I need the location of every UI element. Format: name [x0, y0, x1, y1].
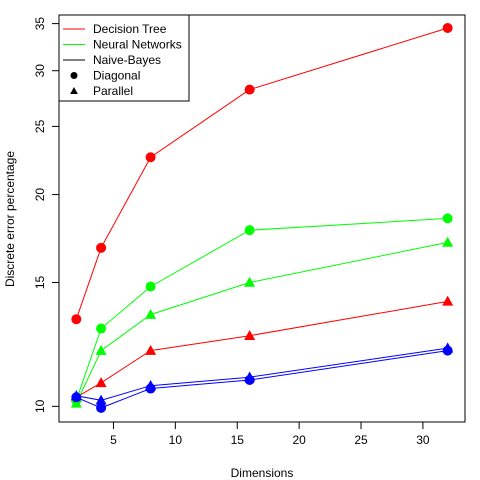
- data-point-neural-networks-parallel-8: [145, 308, 157, 319]
- data-point-neural-networks-diagonal-32: [442, 213, 453, 224]
- data-point-neural-networks-parallel-4: [95, 344, 107, 355]
- data-point-decision-tree-diagonal-16: [244, 84, 255, 95]
- data-point-neural-networks-parallel-32: [442, 236, 454, 247]
- x-tick-label-20: 20: [292, 433, 306, 447]
- y-tick-label-15: 15: [33, 275, 47, 289]
- data-point-neural-networks-diagonal-8: [145, 281, 156, 292]
- data-point-decision-tree-diagonal-32: [442, 23, 453, 34]
- y-tick-label-35: 35: [33, 17, 47, 31]
- data-point-neural-networks-diagonal-4: [96, 323, 107, 334]
- data-point-naive-bayes-parallel-8: [145, 379, 157, 390]
- data-point-decision-tree-parallel-32: [442, 295, 454, 306]
- data-point-decision-tree-parallel-8: [145, 344, 157, 355]
- data-point-naive-bayes-parallel-4: [95, 394, 107, 405]
- legend-label-neural-networks: Neural Networks: [93, 38, 182, 52]
- data-point-neural-networks-parallel-16: [244, 276, 256, 287]
- legend-label-decision-tree: Decision Tree: [93, 22, 167, 36]
- x-axis-title: Dimensions: [231, 466, 294, 480]
- data-point-naive-bayes-parallel-16: [244, 371, 256, 382]
- x-tick-label-30: 30: [416, 433, 430, 447]
- data-point-neural-networks-diagonal-16: [244, 225, 255, 236]
- y-tick-label-25: 25: [33, 119, 47, 133]
- x-tick-label-5: 5: [110, 433, 117, 447]
- y-axis-title: Discrete error percentage: [3, 151, 17, 287]
- legend-label-parallel: Parallel: [93, 84, 133, 98]
- x-tick-label-25: 25: [354, 433, 368, 447]
- data-point-decision-tree-diagonal-2: [71, 314, 82, 325]
- data-point-naive-bayes-diagonal-4: [96, 402, 107, 413]
- legend-marker-diagonal: [70, 72, 78, 79]
- data-point-decision-tree-parallel-4: [95, 377, 107, 388]
- data-point-naive-bayes-parallel-32: [442, 342, 454, 353]
- data-point-decision-tree-diagonal-4: [96, 242, 107, 253]
- y-tick-label-20: 20: [33, 188, 47, 202]
- data-point-naive-bayes-parallel-2: [70, 390, 82, 401]
- y-tick-label-30: 30: [33, 64, 47, 78]
- legend-marker-parallel: [70, 87, 78, 94]
- data-point-neural-networks-parallel-2: [70, 397, 82, 408]
- legend-label-diagonal: Diagonal: [93, 69, 140, 83]
- legend-label-naive-bayes: Naive-Bayes: [93, 53, 161, 67]
- x-tick-label-10: 10: [169, 433, 183, 447]
- data-point-decision-tree-parallel-16: [244, 330, 256, 340]
- y-tick-label-10: 10: [33, 399, 47, 413]
- x-tick-label-15: 15: [231, 433, 245, 447]
- data-point-decision-tree-diagonal-8: [145, 152, 156, 163]
- chart-marks: [70, 23, 454, 413]
